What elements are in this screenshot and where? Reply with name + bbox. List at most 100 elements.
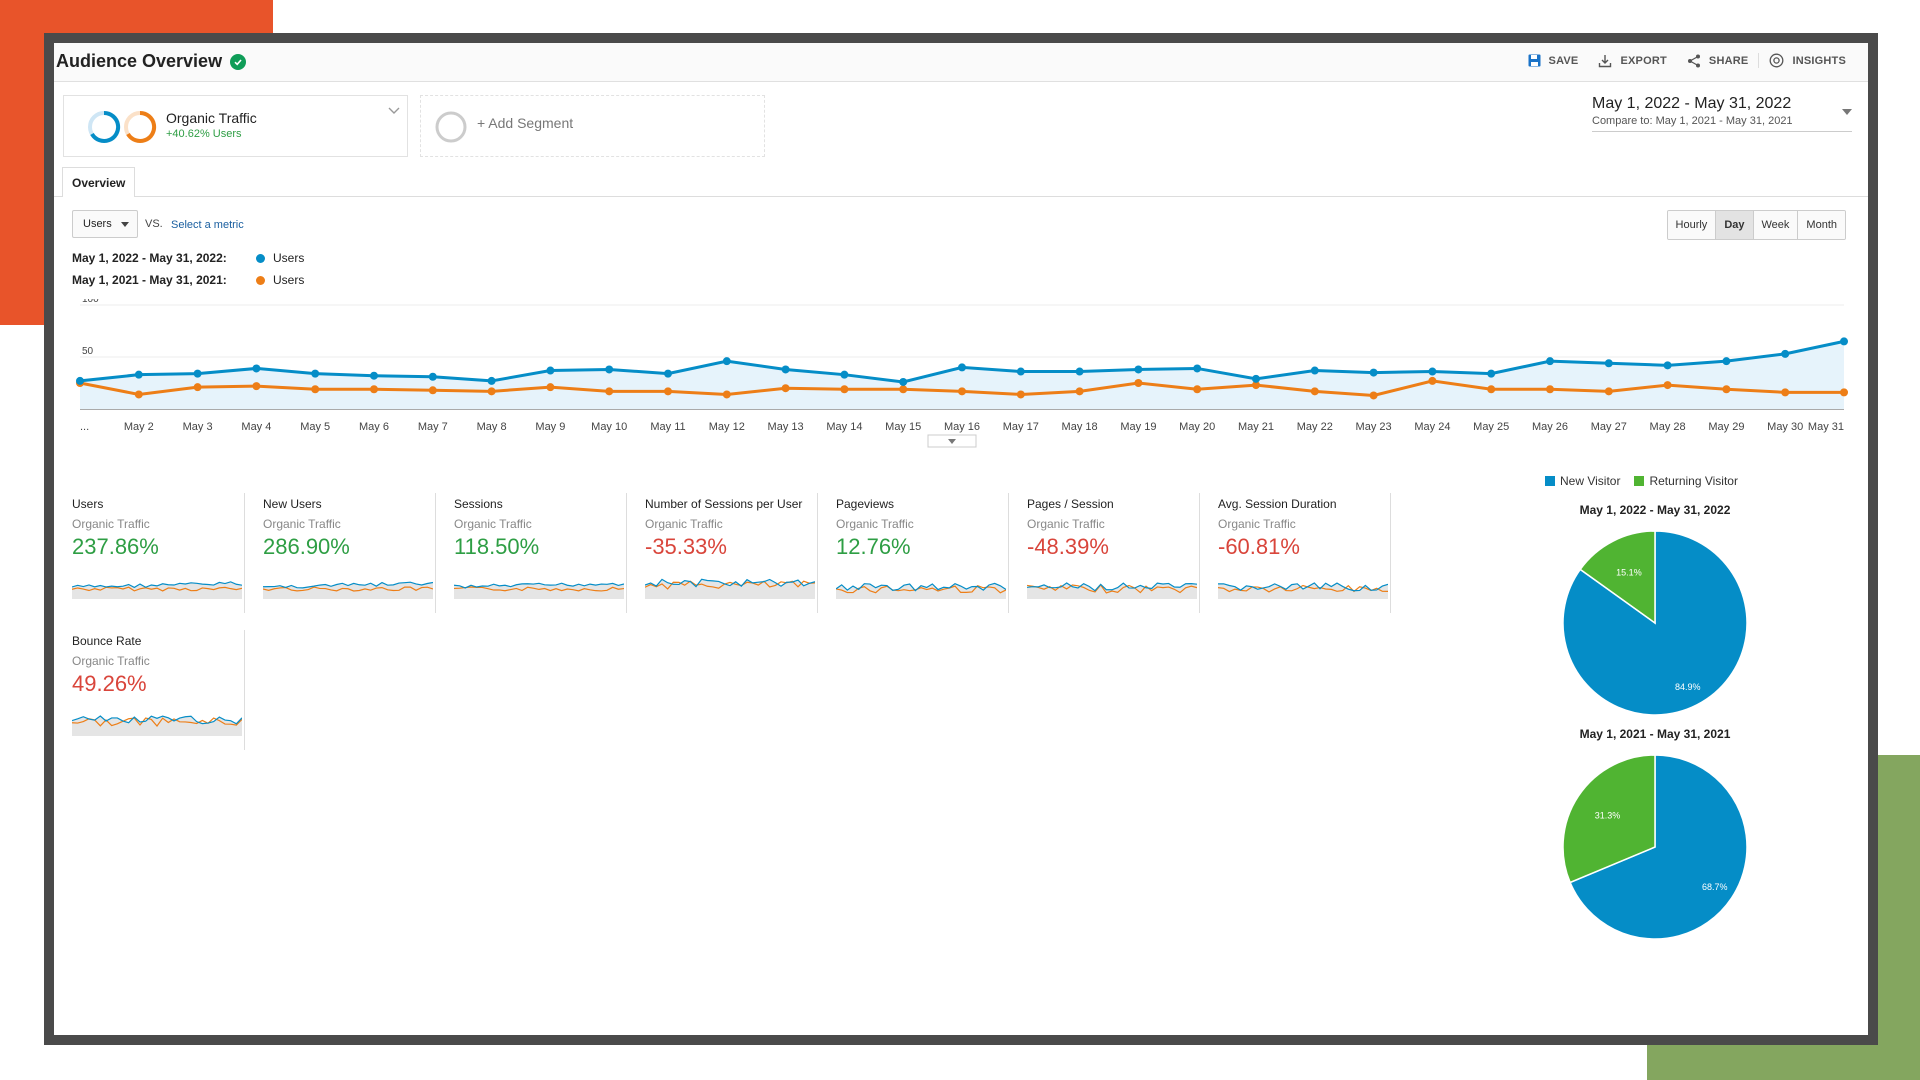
data-point[interactable] (1722, 357, 1731, 366)
data-point[interactable] (193, 383, 202, 392)
granularity-hourly[interactable]: Hourly (1667, 211, 1716, 239)
data-point[interactable] (664, 387, 672, 396)
metric-tile-sessions[interactable]: Sessions Organic Traffic 118.50% (436, 493, 627, 613)
data-point[interactable] (1840, 337, 1848, 346)
pie-slice-new-visitor[interactable] (1562, 530, 1748, 716)
data-point[interactable] (958, 387, 966, 396)
data-point[interactable] (134, 370, 143, 379)
pie-slice-returning-visitor[interactable] (1579, 530, 1656, 625)
data-point[interactable] (1310, 387, 1319, 396)
data-point[interactable] (193, 369, 202, 378)
data-point[interactable] (134, 390, 143, 399)
metric-tile-users[interactable]: Users Organic Traffic 237.86% (54, 493, 245, 613)
data-point[interactable] (1428, 367, 1437, 376)
verified-check-icon (230, 53, 247, 70)
metric-tile-new-users[interactable]: New Users Organic Traffic 286.90% (245, 493, 436, 613)
sparkline-area (263, 582, 433, 599)
data-point[interactable] (76, 376, 84, 385)
select-metric-link[interactable]: Select a metric (171, 219, 244, 231)
export-button[interactable]: EXPORT (1588, 54, 1676, 68)
data-point[interactable] (428, 372, 437, 381)
data-point[interactable] (370, 385, 378, 394)
data-point[interactable] (840, 385, 849, 394)
metric-tile-sessions-per-user[interactable]: Number of Sessions per User Organic Traf… (627, 493, 818, 613)
data-point[interactable] (428, 386, 437, 395)
data-point[interactable] (1310, 366, 1319, 375)
data-point[interactable] (1369, 391, 1378, 400)
pie-slice-label: 68.7% (1702, 882, 1728, 892)
data-point[interactable] (1546, 385, 1554, 394)
x-tick-label: May 26 (1532, 421, 1568, 433)
data-point[interactable] (1840, 388, 1848, 397)
tab-overview[interactable]: Overview (62, 167, 136, 197)
data-point[interactable] (1663, 381, 1672, 390)
metric-tile-pageviews[interactable]: Pageviews Organic Traffic 12.76% (818, 493, 1009, 613)
segment-organic-traffic[interactable]: Organic Traffic +40.62% Users (63, 95, 408, 157)
data-point[interactable] (311, 369, 320, 378)
data-point[interactable] (1781, 349, 1790, 358)
data-point[interactable] (1134, 379, 1143, 387)
data-point[interactable] (1369, 368, 1378, 377)
metric-dropdown[interactable]: Users (72, 210, 138, 238)
data-point[interactable] (252, 382, 261, 391)
legend-green-square-icon (1634, 476, 1645, 486)
chevron-down-icon[interactable] (387, 106, 401, 116)
data-point[interactable] (781, 365, 790, 374)
data-point[interactable] (605, 387, 614, 396)
y-tick-label: 50 (82, 346, 94, 357)
data-point[interactable] (1075, 367, 1084, 376)
data-point[interactable] (1134, 365, 1143, 374)
share-button[interactable]: SHARE (1677, 54, 1759, 68)
data-point[interactable] (1075, 387, 1084, 396)
data-point[interactable] (840, 370, 849, 379)
data-point[interactable] (1487, 385, 1496, 394)
metric-tile-bounce-rate[interactable]: Bounce Rate Organic Traffic 49.26% (54, 630, 245, 750)
data-point[interactable] (1193, 385, 1202, 394)
segment-change: +40.62% Users (166, 128, 242, 140)
metric-sparkline (72, 715, 242, 736)
data-point[interactable] (781, 384, 790, 393)
data-point[interactable] (1546, 357, 1554, 366)
pie-slice-new-visitor[interactable] (1569, 754, 1748, 940)
pie-slice-returning-visitor[interactable] (1562, 754, 1656, 884)
data-point[interactable] (722, 390, 731, 399)
data-point[interactable] (1781, 388, 1790, 397)
metric-tile-pages-per-session[interactable]: Pages / Session Organic Traffic -48.39% (1009, 493, 1200, 613)
data-point[interactable] (899, 377, 908, 386)
data-point[interactable] (311, 385, 320, 394)
date-range-picker[interactable]: May 1, 2022 - May 31, 2022 Compare to: M… (1592, 95, 1852, 132)
x-tick-label: May 11 (650, 421, 685, 433)
granularity-day[interactable]: Day (1715, 211, 1753, 239)
insights-button[interactable]: INSIGHTS (1758, 53, 1856, 68)
data-point[interactable] (1722, 385, 1731, 394)
data-point[interactable] (546, 383, 555, 392)
data-point[interactable] (1252, 381, 1260, 390)
data-point[interactable] (252, 364, 261, 373)
data-point[interactable] (722, 357, 731, 366)
data-point[interactable] (1663, 361, 1672, 370)
save-button[interactable]: SAVE (1518, 54, 1589, 67)
data-point[interactable] (1252, 374, 1260, 383)
data-point[interactable] (487, 376, 496, 385)
data-point[interactable] (1016, 367, 1025, 376)
data-point[interactable] (958, 363, 966, 372)
metric-tile-avg-session-duration[interactable]: Avg. Session Duration Organic Traffic -6… (1200, 493, 1391, 613)
metric-sparkline (836, 582, 1006, 599)
add-segment-box[interactable]: + Add Segment (420, 95, 765, 157)
data-point[interactable] (1487, 369, 1496, 378)
data-point[interactable] (370, 371, 378, 380)
data-point[interactable] (546, 366, 555, 375)
data-point[interactable] (1428, 376, 1437, 385)
data-point[interactable] (1016, 390, 1025, 399)
metric-value: 12.76% (836, 534, 911, 559)
data-point[interactable] (1604, 359, 1613, 368)
granularity-month[interactable]: Month (1797, 211, 1845, 239)
data-point[interactable] (1604, 387, 1613, 396)
data-point[interactable] (1193, 364, 1202, 373)
data-point[interactable] (899, 385, 908, 394)
data-point[interactable] (487, 387, 496, 396)
sparkline-area (1218, 583, 1388, 599)
granularity-week[interactable]: Week (1752, 211, 1798, 239)
data-point[interactable] (605, 365, 614, 374)
data-point[interactable] (664, 369, 672, 378)
